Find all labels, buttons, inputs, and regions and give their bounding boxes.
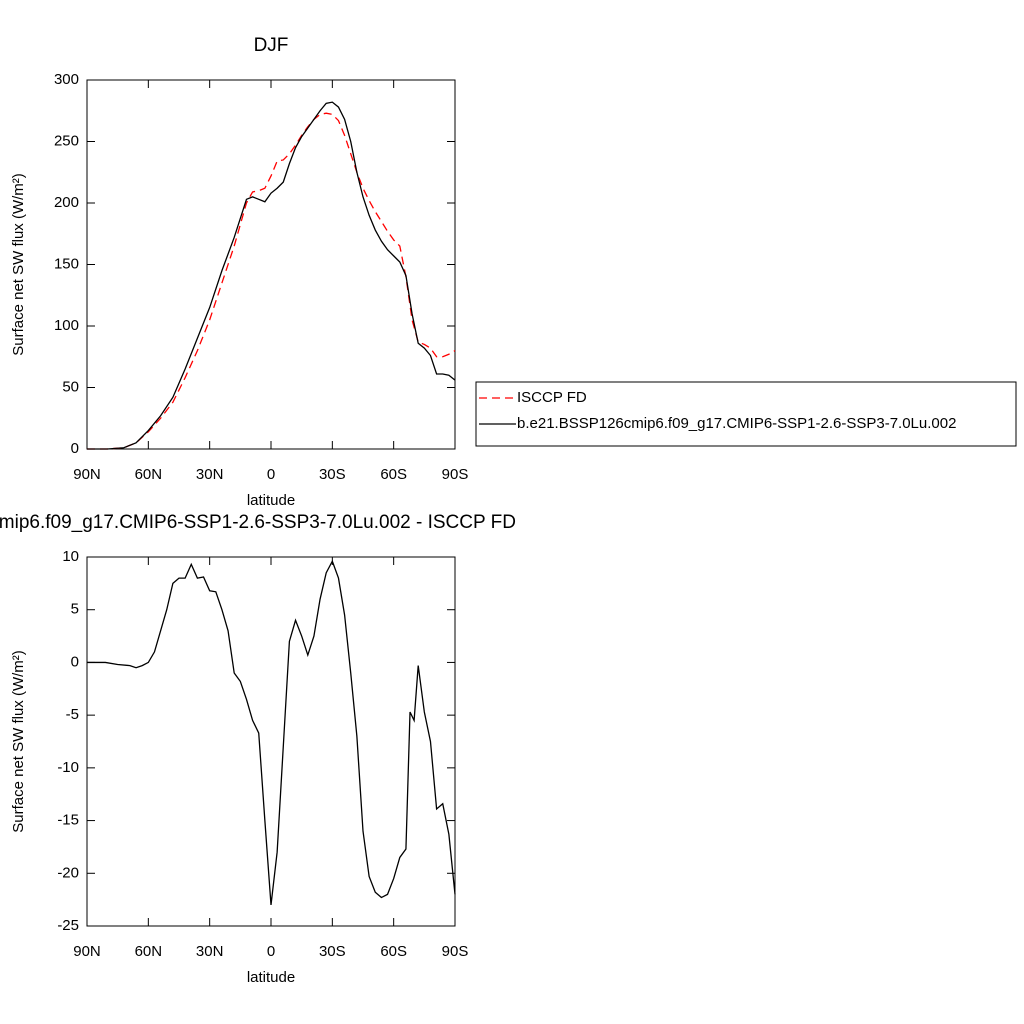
x-axis-label: latitude — [247, 969, 295, 986]
chart-title: DJF — [254, 35, 289, 56]
x-tick-label: 90N — [73, 466, 101, 483]
y-tick-label: 0 — [71, 653, 79, 670]
x-tick-label: 30S — [319, 943, 346, 960]
y-tick-label: 10 — [62, 548, 79, 565]
x-tick-label: 0 — [267, 943, 275, 960]
legend-box — [475, 381, 1017, 447]
y-tick-label: 5 — [71, 601, 79, 618]
x-tick-label: 60S — [380, 943, 407, 960]
x-tick-label: 90S — [442, 943, 469, 960]
y-tick-label: -15 — [57, 812, 79, 829]
y-tick-label: 250 — [54, 132, 79, 149]
y-tick-label: 100 — [54, 317, 79, 334]
x-tick-label: 90S — [442, 466, 469, 483]
x-tick-label: 30N — [196, 943, 224, 960]
data-line — [87, 101, 456, 450]
x-tick-label: 0 — [267, 466, 275, 483]
y-tick-label: 0 — [71, 440, 79, 457]
y-tick-label: -5 — [66, 706, 79, 723]
x-tick-label: 60S — [380, 466, 407, 483]
data-line — [87, 112, 456, 450]
y-tick-label: 150 — [54, 255, 79, 272]
x-tick-label: 60N — [135, 466, 163, 483]
y-tick-label: 50 — [62, 378, 79, 395]
y-tick-label: 200 — [54, 194, 79, 211]
x-tick-label: 30N — [196, 466, 224, 483]
y-tick-label: -25 — [57, 917, 79, 934]
y-tick-label: 300 — [54, 71, 79, 88]
plot-frame — [86, 556, 456, 927]
x-tick-label: 30S — [319, 466, 346, 483]
chart-title: b.e21.BSSP126cmip6.f09_g17.CMIP6-SSP1-2.… — [0, 512, 516, 533]
y-axis-label: Surface net SW flux (W/m²) — [10, 173, 27, 356]
x-tick-label: 90N — [73, 943, 101, 960]
y-tick-label: -10 — [57, 759, 79, 776]
data-line — [87, 559, 456, 905]
x-tick-label: 60N — [135, 943, 163, 960]
y-axis-label: Surface net SW flux (W/m²) — [10, 650, 27, 833]
x-axis-label: latitude — [247, 492, 295, 509]
y-tick-label: -20 — [57, 864, 79, 881]
legend-label: b.e21.BSSP126cmip6.f09_g17.CMIP6-SSP1-2.… — [517, 415, 956, 432]
legend-label: ISCCP FD — [517, 389, 587, 406]
plot-frame — [86, 79, 456, 450]
